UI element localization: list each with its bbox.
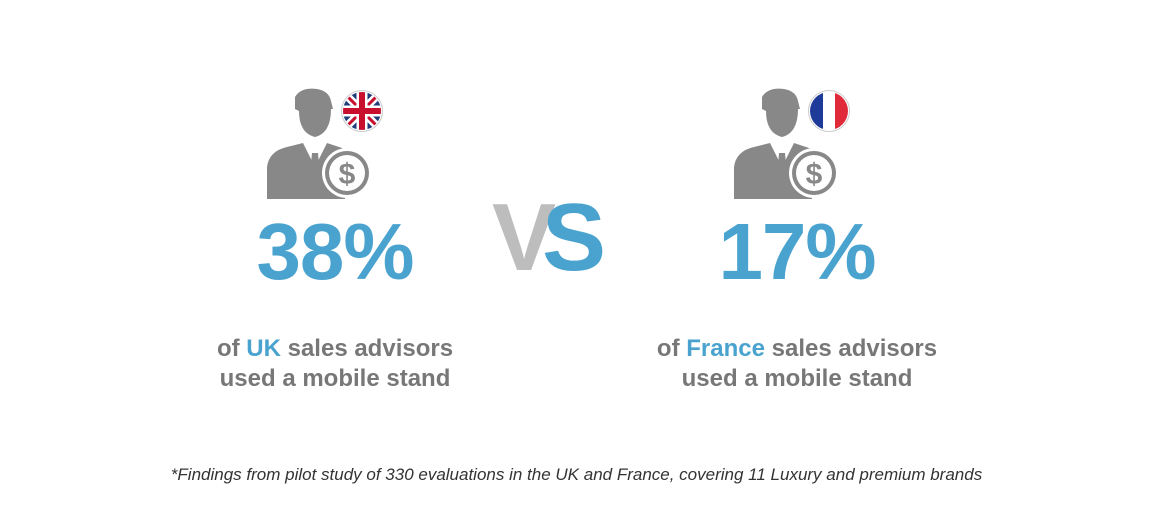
vs-label: VS xyxy=(492,188,606,288)
uk-icon-group: $ xyxy=(155,82,515,202)
uk-country-name: UK xyxy=(246,335,281,362)
uk-percentage: 38% xyxy=(256,207,414,296)
uk-caption-line2: used a mobile stand xyxy=(219,365,451,392)
france-flag-icon xyxy=(808,90,850,132)
uk-stat-panel: $ 38% of UK sales advisors used a mobile… xyxy=(155,82,515,394)
uk-caption-prefix: of xyxy=(216,335,247,362)
person-with-dollar-icon: $ xyxy=(267,88,372,199)
uk-caption-line1: of UK sales advisors xyxy=(155,334,515,364)
france-icon-group: $ xyxy=(617,82,977,202)
france-caption: of France sales advisors used a mobile s… xyxy=(617,334,977,394)
vs-letter-s: S xyxy=(542,184,606,291)
france-caption-line2: used a mobile stand xyxy=(681,365,913,392)
svg-text:$: $ xyxy=(339,158,356,191)
uk-flag-icon xyxy=(341,90,383,132)
france-caption-line1: of France sales advisors xyxy=(617,334,977,364)
person-with-dollar-icon: $ xyxy=(734,88,839,199)
uk-caption: of UK sales advisors used a mobile stand xyxy=(155,334,515,394)
svg-text:$: $ xyxy=(806,158,823,191)
france-country-name: France xyxy=(686,335,765,362)
france-percentage: 17% xyxy=(718,207,876,296)
vs-letter-v: V xyxy=(492,184,556,291)
france-stat-panel: $ 17% of France sales advisors used a mo… xyxy=(617,82,977,394)
footnote: *Findings from pilot study of 330 evalua… xyxy=(170,465,983,484)
uk-caption-suffix: sales advisors xyxy=(280,335,454,362)
france-caption-prefix: of xyxy=(656,335,687,362)
france-caption-suffix: sales advisors xyxy=(764,335,938,362)
